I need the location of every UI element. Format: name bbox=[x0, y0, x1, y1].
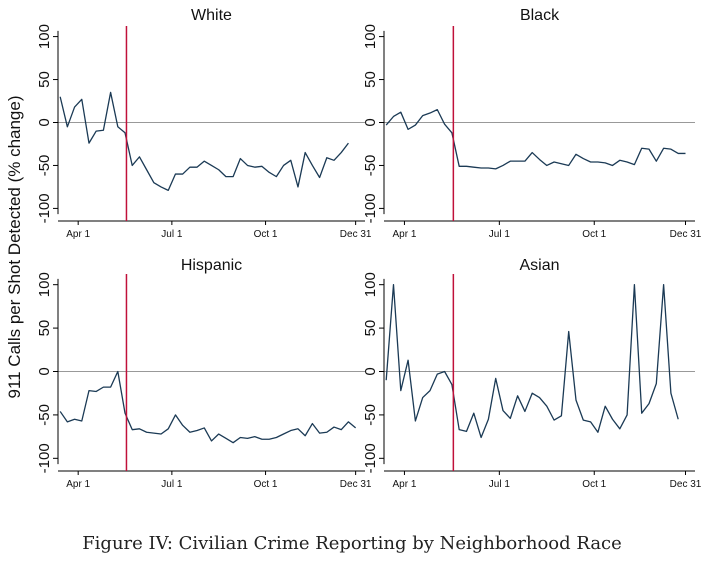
panel-title: Black bbox=[520, 7, 560, 24]
y-axis-label: 911 Calls per Shot Detected (% change) bbox=[5, 95, 24, 398]
x-tick-label: Jul 1 bbox=[161, 479, 183, 490]
panel-asian: Asian 100 50 0 -50 -100 Apr 1 Jul 1 Oct 1 Dec 31 bbox=[362, 257, 702, 490]
x-tick-label: Dec 31 bbox=[340, 229, 372, 240]
y-tick-label: 50 bbox=[36, 71, 53, 88]
y-tick-label: 100 bbox=[36, 272, 53, 297]
y-tick-label: -50 bbox=[362, 404, 379, 426]
panel-title: White bbox=[191, 7, 232, 24]
y-tick-label: 100 bbox=[36, 24, 53, 49]
y-tick-label: -100 bbox=[36, 193, 53, 223]
y-tick-label: -100 bbox=[362, 193, 379, 223]
y-tick-label: 100 bbox=[362, 272, 379, 297]
y-tick-label: -50 bbox=[36, 155, 53, 177]
y-tick-label: 50 bbox=[36, 320, 53, 337]
y-tick-label: 100 bbox=[362, 24, 379, 49]
series-line-black bbox=[385, 108, 686, 170]
x-tick-label: Apr 1 bbox=[392, 479, 416, 490]
y-tick-label: 0 bbox=[36, 367, 53, 375]
x-tick-label: Oct 1 bbox=[254, 229, 278, 240]
y-tick-label: -100 bbox=[36, 443, 53, 473]
y-tick-label: -100 bbox=[362, 443, 379, 473]
series-line-white bbox=[59, 91, 349, 192]
x-tick-label: Apr 1 bbox=[392, 229, 416, 240]
y-tick-label: 50 bbox=[362, 71, 379, 88]
panel-hispanic: Hispanic 100 50 0 -50 -100 Apr 1 Jul 1 Oct 1 Dec … bbox=[36, 257, 372, 490]
y-tick-label: -50 bbox=[362, 155, 379, 177]
panel-black: Black 100 50 0 -50 -100 Apr 1 Jul 1 Oct 1 Dec 31 bbox=[362, 7, 702, 240]
panel-title: Asian bbox=[519, 257, 559, 274]
series-line-asian bbox=[385, 284, 679, 439]
panel-white: White 100 50 0 -50 -100 Apr 1 Jul 1 Oct 1 Dec 31 bbox=[36, 7, 372, 240]
x-tick-label: Apr 1 bbox=[66, 229, 90, 240]
x-tick-label: Apr 1 bbox=[66, 479, 90, 490]
x-tick-label: Jul 1 bbox=[489, 479, 511, 490]
x-tick-label: Dec 31 bbox=[670, 229, 702, 240]
series-line-hispanic bbox=[59, 370, 357, 444]
x-tick-label: Oct 1 bbox=[582, 479, 606, 490]
y-tick-label: 0 bbox=[36, 118, 53, 126]
y-tick-label: -50 bbox=[36, 404, 53, 426]
y-tick-label: 0 bbox=[362, 367, 379, 375]
x-tick-label: Jul 1 bbox=[489, 229, 511, 240]
x-tick-label: Dec 31 bbox=[670, 479, 702, 490]
figure-caption: Figure IV: Civilian Crime Reporting by N… bbox=[82, 533, 622, 554]
x-tick-label: Dec 31 bbox=[340, 479, 372, 490]
x-tick-label: Jul 1 bbox=[161, 229, 183, 240]
y-tick-label: 50 bbox=[362, 320, 379, 337]
x-tick-label: Oct 1 bbox=[582, 229, 606, 240]
y-tick-label: 0 bbox=[362, 118, 379, 126]
x-tick-label: Oct 1 bbox=[254, 479, 278, 490]
panel-title: Hispanic bbox=[181, 257, 242, 274]
